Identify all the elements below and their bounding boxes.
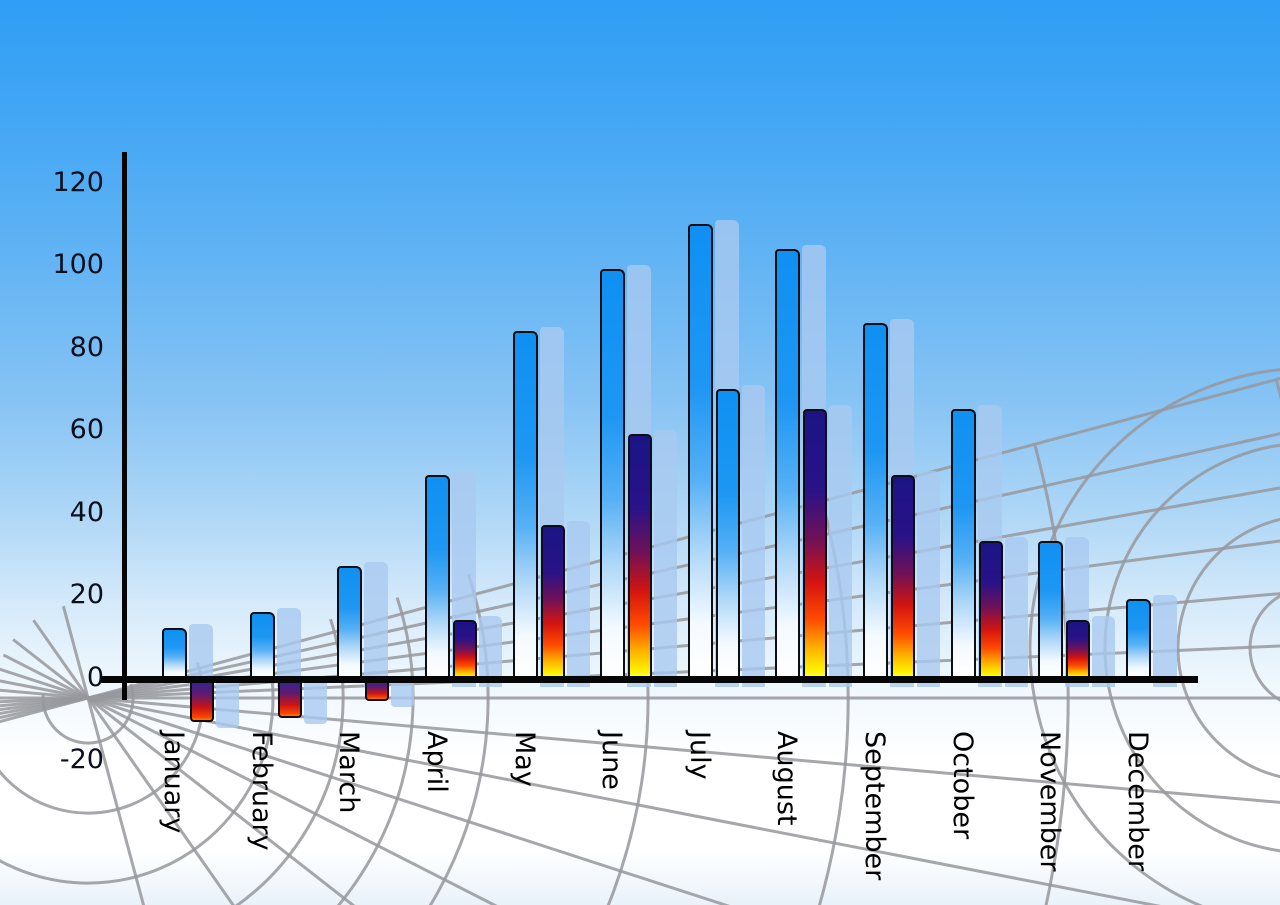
bar-september-secondary [891,475,916,678]
bar-may-primary [512,331,538,678]
month-label-december: December [1122,731,1154,872]
y-tick-label-120: 120 [52,166,104,198]
month-label-october: October [946,731,978,840]
month-label-may: May [508,731,540,787]
ghost-bar-december-primary [1153,595,1178,687]
bar-august-primary [775,248,801,678]
bar-april-primary [424,475,450,678]
bar-february-primary [249,611,275,678]
bar-july-primary [687,223,713,678]
bar-may-secondary [540,524,565,678]
ghost-bar-september-secondary [917,471,941,687]
y-tick-label-80: 80 [69,331,104,363]
ghost-bar-february-secondary [303,682,327,724]
bar-november-primary [1038,541,1064,678]
ghost-bar-june-secondary [654,430,678,687]
month-label-november: November [1034,731,1066,872]
month-label-april: April [420,731,452,793]
bar-march-secondary [365,680,390,702]
bar-october-primary [950,409,976,678]
ghost-bar-january-secondary [216,682,239,728]
y-tick-label-100: 100 [52,249,104,280]
bar-june-secondary [628,434,653,678]
x-axis-line [100,676,1198,683]
y-tick-label--20: -20 [59,744,104,775]
bar-december-primary [1126,599,1152,678]
bar-september-primary [863,322,889,678]
month-label-september: September [859,731,891,881]
month-label-february: February [245,731,277,851]
ghost-bar-february-primary [276,607,301,687]
bar-january-primary [162,628,187,678]
bar-april-secondary [452,619,477,678]
ghost-bar-march-secondary [391,682,415,708]
ghost-bar-april-secondary [478,615,502,687]
ghost-bar-march-primary [364,562,389,687]
ghost-bar-may-secondary [566,520,590,687]
bar-august-secondary [803,409,828,678]
bar-november-secondary [1066,619,1091,678]
month-label-march: March [333,731,365,814]
y-tick-label-40: 40 [69,496,104,528]
bar-january-secondary [190,680,214,722]
bar-june-primary [600,269,626,678]
bar-february-secondary [277,680,302,718]
ghost-bar-august-secondary [829,405,853,687]
bar-march-primary [337,566,363,678]
bar-july-secondary [715,388,740,678]
y-tick-label-20: 20 [69,579,104,610]
ghost-bar-july-secondary [741,384,765,687]
month-label-july: July [683,731,715,780]
bar-october-secondary [978,541,1003,678]
y-tick-label-0: 0 [86,661,104,693]
month-label-january: January [158,731,189,834]
month-label-august: August [771,731,803,826]
month-label-june: June [596,731,628,790]
y-tick-label-60: 60 [69,414,104,445]
ghost-bar-october-secondary [1004,537,1028,687]
ghost-bar-november-secondary [1092,615,1116,687]
y-axis-line [122,152,127,700]
